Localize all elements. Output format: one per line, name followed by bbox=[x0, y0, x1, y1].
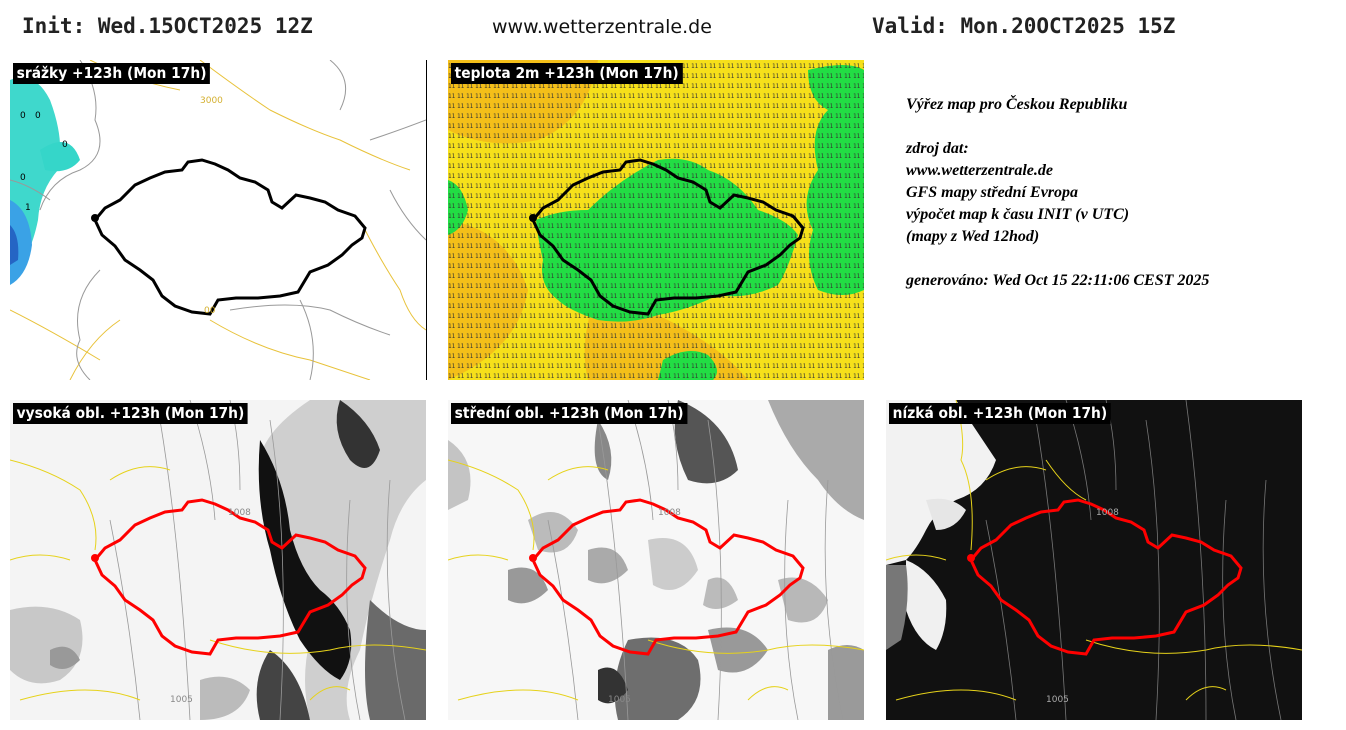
mid-cloud-map-graphic: 1008 1005 bbox=[448, 400, 864, 720]
temperature-map-graphic: 11 bbox=[448, 60, 864, 380]
precip-map-label: srážky +123h (Mon 17h) bbox=[13, 63, 211, 84]
contour-label: 00 bbox=[204, 306, 216, 316]
contour-label: 0 bbox=[20, 173, 26, 183]
low-cloud-map: 1008 1005 nízká obl. +123h (Mon 17h) bbox=[886, 400, 1302, 720]
init-time: Init: Wed.15OCT2025 12Z bbox=[22, 14, 313, 38]
contour-label: 3000 bbox=[200, 96, 223, 106]
isobar-label: 1005 bbox=[608, 695, 631, 705]
contour-label: 1 bbox=[25, 203, 31, 213]
high-cloud-map: 1008 1005 vysoká obl. +123h (Mon 17h) bbox=[10, 400, 426, 720]
isobar-label: 1008 bbox=[658, 508, 681, 518]
contour-label: 0 bbox=[20, 111, 26, 121]
info-line1: GFS mapy střední Evropa bbox=[906, 184, 1079, 201]
temperature-map-label: teplota 2m +123h (Mon 17h) bbox=[451, 63, 683, 84]
precip-map: 3000 0 0 0 1 0 00 srážky +123h (Mon 17h) bbox=[10, 60, 426, 380]
info-line3: (mapy z Wed 12hod) bbox=[906, 228, 1040, 245]
mid-cloud-map-label: střední obl. +123h (Mon 17h) bbox=[451, 403, 688, 424]
site-name[interactable]: www.wetterzentrale.de bbox=[492, 16, 712, 38]
valid-time: Valid: Mon.20OCT2025 15Z bbox=[872, 14, 1176, 38]
high-cloud-map-label: vysoká obl. +123h (Mon 17h) bbox=[13, 403, 248, 424]
info-block: Výřez map pro Českou Republiku zdroj dat… bbox=[906, 94, 1209, 292]
isobar-label: 1005 bbox=[170, 695, 193, 705]
info-title: Výřez map pro Českou Republiku bbox=[906, 96, 1128, 113]
info-source-label: zdroj dat: bbox=[906, 140, 969, 157]
contour-label: 0 bbox=[35, 111, 41, 121]
low-cloud-map-label: nízká obl. +123h (Mon 17h) bbox=[889, 403, 1111, 424]
info-line2: výpočet map k času INIT (v UTC) bbox=[906, 206, 1130, 223]
mid-cloud-map: 1008 1005 střední obl. +123h (Mon 17h) bbox=[448, 400, 864, 720]
low-cloud-map-graphic: 1008 1005 bbox=[886, 400, 1302, 720]
info-generated: generováno: Wed Oct 15 22:11:06 CEST 202… bbox=[906, 272, 1210, 289]
high-cloud-map-graphic: 1008 1005 bbox=[10, 400, 426, 720]
contour-label: 0 bbox=[62, 140, 68, 150]
isobar-label: 1008 bbox=[1096, 508, 1119, 518]
info-source-url[interactable]: www.wetterzentrale.de bbox=[906, 162, 1053, 179]
isobar-label: 1008 bbox=[228, 508, 251, 518]
temperature-map: 11 teplota 2m +123h (Mon 17h) bbox=[448, 60, 864, 380]
precip-map-graphic: 3000 0 0 0 1 0 00 bbox=[10, 60, 426, 380]
isobar-label: 1005 bbox=[1046, 695, 1069, 705]
panel-divider bbox=[426, 60, 427, 380]
